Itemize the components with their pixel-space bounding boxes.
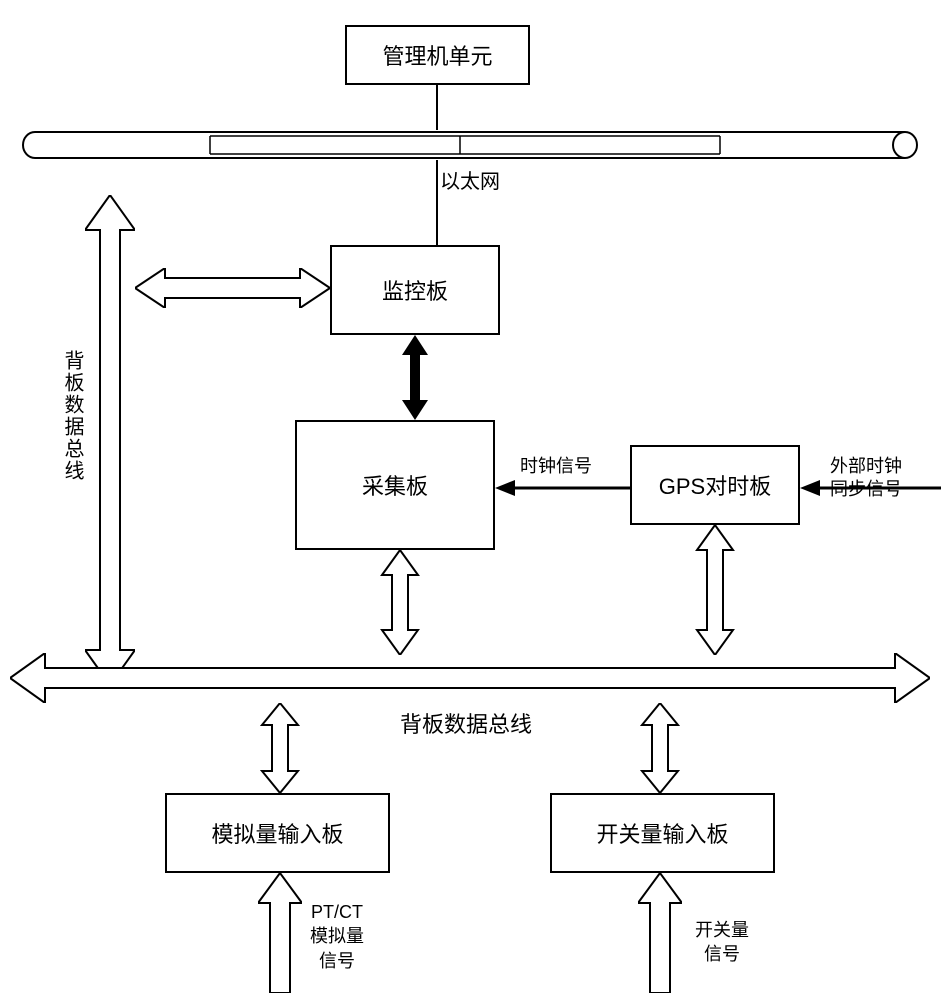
gps-board-label: GPS对时板 <box>659 469 771 501</box>
management-unit-box: 管理机单元 <box>345 25 530 85</box>
analog-signal-label: PT/CT 模拟量 信号 <box>310 900 364 973</box>
arrow-vbus-monitor <box>135 268 330 308</box>
backplane-bus-horizontal <box>10 653 930 703</box>
arrow-digital-input <box>638 873 682 993</box>
analog-input-label: 模拟量输入板 <box>211 817 343 849</box>
arrow-monitor-acquisition <box>400 335 430 420</box>
monitor-board-box: 监控板 <box>330 245 500 335</box>
digital-input-label: 开关量输入板 <box>596 817 728 849</box>
analog-sig-line3: 信号 <box>310 949 364 973</box>
digital-sig-line2: 信号 <box>695 942 749 966</box>
acquisition-board-box: 采集板 <box>295 420 495 550</box>
analog-input-box: 模拟量输入板 <box>165 793 390 873</box>
arrow-gps-backplane <box>695 525 735 655</box>
arrow-acq-backplane <box>380 550 420 655</box>
line-ethernet-monitor <box>436 160 438 245</box>
management-unit-label: 管理机单元 <box>382 39 492 71</box>
ethernet-bus <box>20 130 920 160</box>
ethernet-label: 以太网 <box>440 165 500 194</box>
acquisition-board-label: 采集板 <box>362 469 428 501</box>
analog-sig-line1: PT/CT <box>310 900 364 924</box>
arrow-backplane-digital <box>640 703 680 793</box>
arrow-backplane-analog <box>260 703 300 793</box>
line-mgmt-ethernet <box>436 85 438 130</box>
arrow-ptct-analog <box>258 873 302 993</box>
digital-sig-line1: 开关量 <box>695 918 749 942</box>
backplane-bus-v-label: 背板数据总线 <box>58 350 87 482</box>
gps-board-box: GPS对时板 <box>630 445 800 525</box>
monitor-board-label: 监控板 <box>382 274 448 306</box>
backplane-bus-vertical <box>85 195 135 685</box>
ext-clock-line1: 外部时钟 <box>830 455 902 478</box>
arrow-gps-acquisition <box>495 478 630 498</box>
clock-signal-label: 时钟信号 <box>520 452 592 478</box>
backplane-bus-h-label: 背板数据总线 <box>400 707 532 739</box>
digital-signal-label: 开关量 信号 <box>695 918 749 967</box>
digital-input-box: 开关量输入板 <box>550 793 775 873</box>
analog-sig-line2: 模拟量 <box>310 924 364 948</box>
arrow-ext-gps <box>800 478 941 498</box>
